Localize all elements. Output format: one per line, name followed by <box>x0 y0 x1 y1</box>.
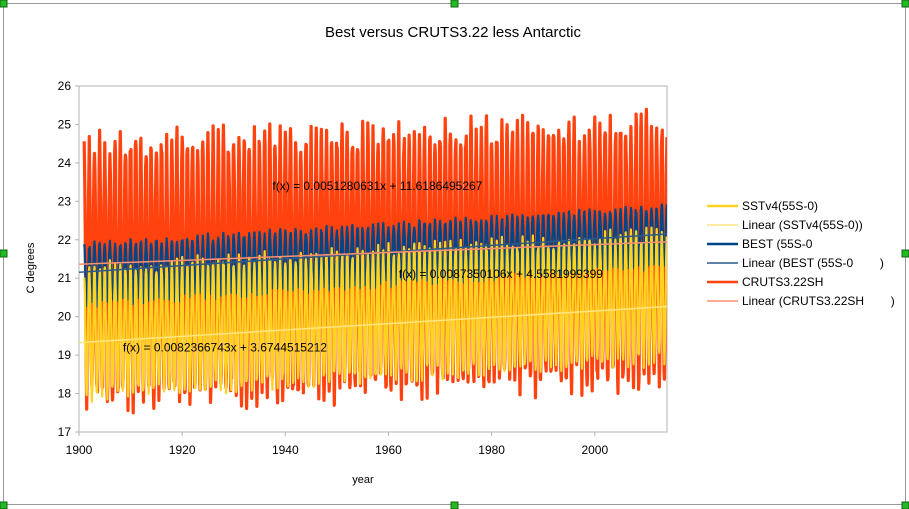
series-line <box>82 107 667 415</box>
resize-handle-top-right[interactable] <box>901 0 909 8</box>
trend-equation: f(x) = 0.0087350106x + 4.5581999399 <box>399 267 603 281</box>
resize-handle-left[interactable] <box>0 249 8 258</box>
y-tick-label: 18 <box>58 387 72 401</box>
y-tick-label: 22 <box>58 233 72 247</box>
x-tick-label: 1900 <box>66 443 93 457</box>
trend-line <box>79 241 667 266</box>
trend-equation: f(x) = 0.0051280631x + 11.6186495267 <box>272 179 482 193</box>
resize-handle-bottom[interactable] <box>450 501 459 509</box>
legend-label: SSTv4(55S-0) <box>742 199 818 213</box>
legend: SSTv4(55S-0) Linear (SSTv4(55S-0)) BEST (5… <box>707 199 895 308</box>
resize-handle-top-left[interactable] <box>0 0 8 8</box>
y-tick-label: 20 <box>58 310 72 324</box>
y-axis-label: C degrees <box>25 242 37 293</box>
y-tick-label: 19 <box>58 348 72 362</box>
series-line <box>83 203 667 308</box>
legend-label: Linear (CRUTS3.22SH ) <box>742 294 895 308</box>
resize-handle-right[interactable] <box>901 249 909 258</box>
x-tick-label: 2000 <box>581 443 608 457</box>
y-tick-label: 17 <box>58 425 72 439</box>
x-tick-label: 1920 <box>169 443 196 457</box>
x-tick-label: 1940 <box>272 443 299 457</box>
legend-label: Linear (SSTv4(55S-0)) <box>742 218 863 232</box>
x-tick-label: 1980 <box>478 443 505 457</box>
y-tick-label: 23 <box>58 194 72 208</box>
trend-line <box>79 305 667 344</box>
chart-title: Best versus CRUTS3.22 less Antarctic <box>325 24 581 41</box>
x-axis-label: year <box>352 474 374 486</box>
y-tick-label: 26 <box>58 79 72 93</box>
legend-label: CRUTS3.22SH <box>742 275 823 289</box>
x-tick-label: 1960 <box>375 443 402 457</box>
resize-handle-bottom-left[interactable] <box>0 501 8 509</box>
y-tick-label: 24 <box>58 156 72 170</box>
y-tick-label: 25 <box>58 117 72 131</box>
y-tick-label: 21 <box>58 271 72 285</box>
series-line <box>83 226 667 403</box>
resize-handle-bottom-right[interactable] <box>901 501 909 509</box>
legend-label: BEST (55S-0 <box>742 237 813 251</box>
trend-equation: f(x) = 0.0082366743x + 3.6744515212 <box>123 340 327 354</box>
resize-handle-top[interactable] <box>450 0 459 8</box>
legend-label: Linear (BEST (55S-0 ) <box>742 256 884 270</box>
